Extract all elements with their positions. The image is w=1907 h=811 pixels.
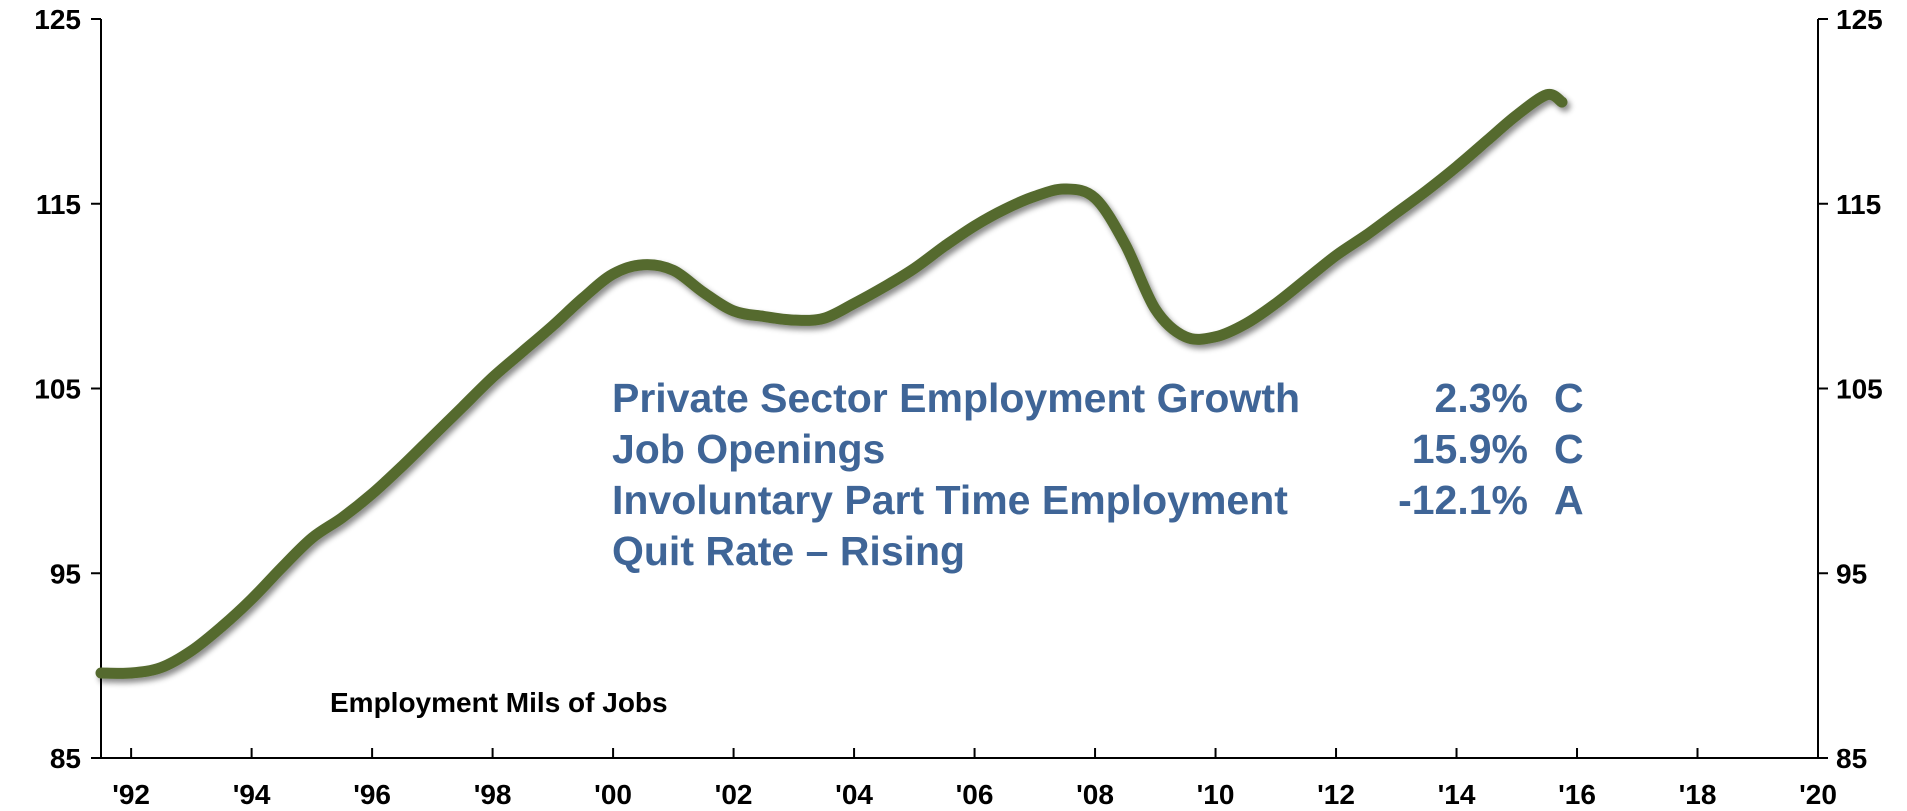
annotation-value-1: 2.3% [1435,375,1528,421]
x-tick-label: '92 [112,779,150,810]
x-tick-label: '98 [474,779,512,810]
annotation-value-3: -12.1% [1398,477,1528,523]
x-tick-label: '04 [835,779,873,810]
annotation-grade-1: C [1554,375,1584,421]
x-tick-label: '08 [1076,779,1114,810]
legend-label: Employment Mils of Jobs [330,687,668,718]
annotation-box: Private Sector Employment Growth 2.3% C … [612,375,1584,574]
right-y-ticks: 85 95 105 115 125 [1818,4,1883,774]
x-tick-label: '00 [594,779,632,810]
annotation-value-2: 15.9% [1412,426,1528,472]
y-tick-label-left: 115 [36,189,81,220]
x-tick-label: '16 [1558,779,1596,810]
x-tick-label: '94 [233,779,271,810]
x-tick-label: '14 [1438,779,1476,810]
y-tick-label-right: 105 [1836,374,1883,405]
annotation-label-1: Private Sector Employment Growth [612,375,1300,421]
y-tick-label-right: 115 [1836,189,1881,220]
annotation-label-4: Quit Rate – Rising [612,528,965,574]
y-tick-label-left: 95 [50,558,81,589]
x-tick-label: '06 [956,779,994,810]
annotation-label-2: Job Openings [612,426,885,472]
y-tick-label-left: 85 [50,743,81,774]
y-tick-label-left: 125 [34,4,81,35]
legend: Employment Mils of Jobs [266,687,668,718]
x-tick-label: '10 [1197,779,1235,810]
x-tick-label: '02 [715,779,753,810]
y-tick-label-right: 125 [1836,4,1883,35]
annotation-grade-3: A [1554,477,1584,523]
y-tick-label-left: 105 [34,374,81,405]
x-tick-label: '12 [1317,779,1355,810]
x-ticks: '92 '94 '96 '98 '00 '02 '04 '06 '08 '10 '12 '14 '16 '… [112,748,1837,810]
series-line-employment [95,88,1568,679]
y-tick-label-right: 85 [1836,743,1867,774]
annotation-label-3: Involuntary Part Time Employment [612,477,1288,523]
x-tick-label: '96 [353,779,391,810]
annotation-grade-2: C [1554,426,1584,472]
y-tick-label-right: 95 [1836,558,1867,589]
left-y-ticks: 85 95 105 115 125 [34,4,101,774]
x-tick-label: '18 [1679,779,1717,810]
x-tick-label: '20 [1799,779,1837,810]
